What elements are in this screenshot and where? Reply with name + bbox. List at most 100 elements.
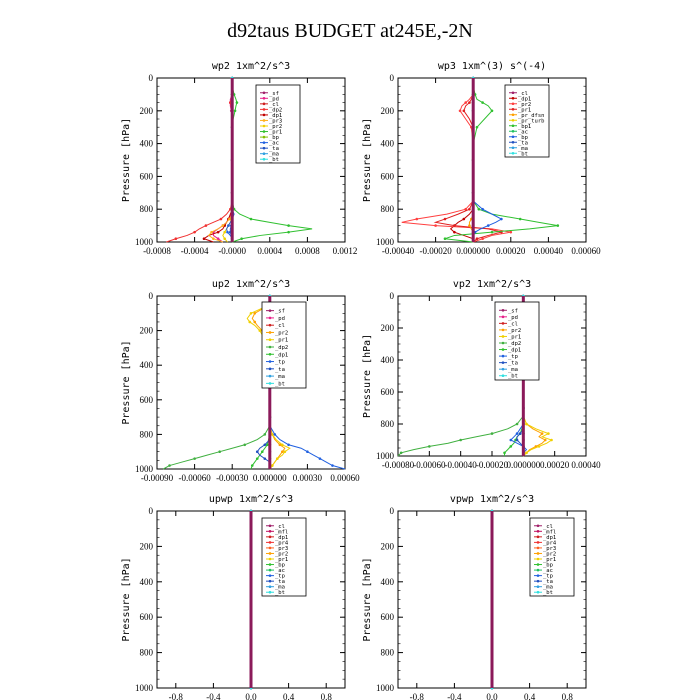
wp3-legend-marker	[511, 135, 515, 139]
wp2-point-pr1	[240, 237, 243, 241]
up2-point-tp	[287, 443, 290, 447]
vp2-ytick-label: 1000	[376, 451, 395, 461]
up2-point-dp2	[243, 443, 247, 447]
wp3-legend-marker	[511, 102, 515, 106]
vp2-point-tp	[509, 438, 513, 442]
wp2-legend-label: _pr2	[269, 124, 282, 130]
up2-xtick-label: -0.00060	[178, 473, 211, 483]
wp3-point-pr_dfsn	[468, 224, 471, 227]
wp2-legend-label: _cl	[269, 102, 279, 108]
wp2-legend-marker	[262, 108, 266, 111]
wp2-point-pr3	[212, 237, 215, 241]
vpwp-legend-marker	[536, 563, 540, 566]
upwp-legend-marker	[268, 552, 272, 555]
up2-ytick-label: 600	[140, 395, 154, 405]
wp2-legend-label: _ma	[269, 152, 279, 158]
upwp-legend-marker	[268, 585, 272, 588]
up2-point-tp	[273, 433, 277, 436]
upwp-legend-marker	[268, 574, 272, 577]
vpwp-legend-marker	[536, 530, 540, 533]
up2-legend-label: _sf	[275, 309, 285, 315]
wp2-legend-label: _pr3	[269, 118, 282, 124]
wp2-legend-marker	[262, 91, 266, 95]
up2-point-dp1	[265, 443, 269, 447]
wp3-series-pr2	[401, 78, 511, 243]
wp3-point-pr1	[468, 101, 471, 104]
up2-legend-label: _cl	[275, 323, 285, 329]
wp3-point-bp	[486, 224, 490, 227]
upwp-legend-marker	[268, 568, 272, 572]
up2-ytick-label: 400	[140, 360, 154, 370]
vp2-legend-marker	[501, 361, 505, 364]
up2-legend-marker	[268, 374, 272, 378]
wp2-ytick-label: 600	[140, 171, 154, 181]
vp2-ytick-label: 400	[381, 355, 395, 365]
up2-point-tp	[331, 464, 334, 467]
wp2-ytick-label: 0	[149, 73, 154, 83]
vp2-legend-marker	[501, 374, 505, 378]
wp2-legend-label: _dp1	[269, 113, 282, 119]
wp2-legend-label: _bp	[269, 135, 279, 141]
wp2-legend-marker	[262, 157, 266, 161]
upwp-legend-label: _pr4	[275, 540, 289, 546]
vp2-legend-label: _cl	[508, 321, 518, 327]
up2-legend-marker	[268, 367, 272, 371]
figure-title: d92taus BUDGET at245E,-2N	[227, 20, 473, 42]
wp2-point-dp2	[193, 230, 196, 234]
wp2-frame	[156, 77, 346, 243]
up2-point-tp	[318, 457, 322, 460]
upwp-legend-label: _tp	[275, 574, 285, 580]
wp3-point-bp1	[518, 217, 522, 221]
wp3-point-pr2	[415, 217, 419, 221]
wp3-ytick-label: 800	[381, 204, 395, 214]
vpwp-legend-label: _tp	[543, 574, 553, 580]
wp3-point-pr2	[464, 101, 467, 104]
wp3-legend-label: _pr_turb	[518, 118, 545, 124]
wp3-ylabel: Pressure [hPa]	[362, 118, 373, 202]
up2-point-pr1	[281, 443, 284, 447]
up2-point-pr2	[278, 443, 282, 447]
wp2-legend-label: _pd	[269, 96, 279, 102]
vp2-point-dp1	[503, 451, 506, 455]
wp2-ytick-label: 1000	[135, 237, 154, 247]
vp2-legend-marker	[501, 341, 505, 345]
vpwp-legend-marker	[536, 535, 540, 539]
wp3-series-bp	[472, 78, 503, 242]
wp3-point-pr1	[462, 109, 466, 113]
upwp-legend-marker	[268, 590, 272, 594]
up2-point-tp	[306, 450, 309, 454]
vpwp-legend-marker	[536, 541, 540, 544]
wp2-ylabel: Pressure [hPa]	[121, 118, 132, 202]
vpwp-legend-marker	[536, 590, 540, 594]
upwp-legend-label: _bt	[275, 590, 285, 596]
wp2-point-pr1	[249, 217, 253, 221]
wp3-xtick-label: 0.00060	[571, 246, 601, 256]
wp2-point-dp1	[216, 230, 220, 234]
wp3-ytick-label: 0	[390, 73, 395, 83]
up2-point-dp2	[193, 457, 196, 460]
up2-point-pr1	[271, 433, 274, 436]
wp3-point-bp	[500, 217, 503, 221]
upwp-legend-label: _mfl	[275, 529, 288, 535]
vpwp-ytick-label: 1000	[376, 683, 395, 693]
wp3-title: wp3 1xm^(3) s^(-4)	[438, 61, 546, 72]
wp3-legend-label: _pr1	[518, 107, 531, 113]
up2-point-dp2	[168, 464, 171, 467]
up2-legend-marker	[268, 316, 272, 320]
upwp-ytick-label: 0	[149, 506, 154, 516]
upwp-ytick-label: 800	[140, 648, 154, 658]
upwp-xtick-label: 0.0	[245, 692, 257, 700]
wp3-point-bp1	[475, 125, 479, 129]
vp2-point-pr1	[547, 432, 550, 435]
vpwp-xtick-label: -0.4	[447, 692, 462, 700]
panel-1: wp2 1xm^2/s^3 Pressure [hPa] 0 200 400 600 800…	[121, 61, 357, 256]
vp2-xtick-label: -0.00020	[476, 460, 509, 470]
wp2-xtick-label: -0.0000	[218, 246, 246, 256]
wp3-legend-label: _bp	[518, 135, 528, 141]
vpwp-ytick-label: 0	[390, 506, 395, 516]
up2-legend-marker	[268, 360, 272, 363]
wp3-legend-label: _bt	[518, 151, 528, 157]
wp3-point-pr2	[458, 109, 462, 113]
wp3-legend-marker	[511, 146, 515, 150]
